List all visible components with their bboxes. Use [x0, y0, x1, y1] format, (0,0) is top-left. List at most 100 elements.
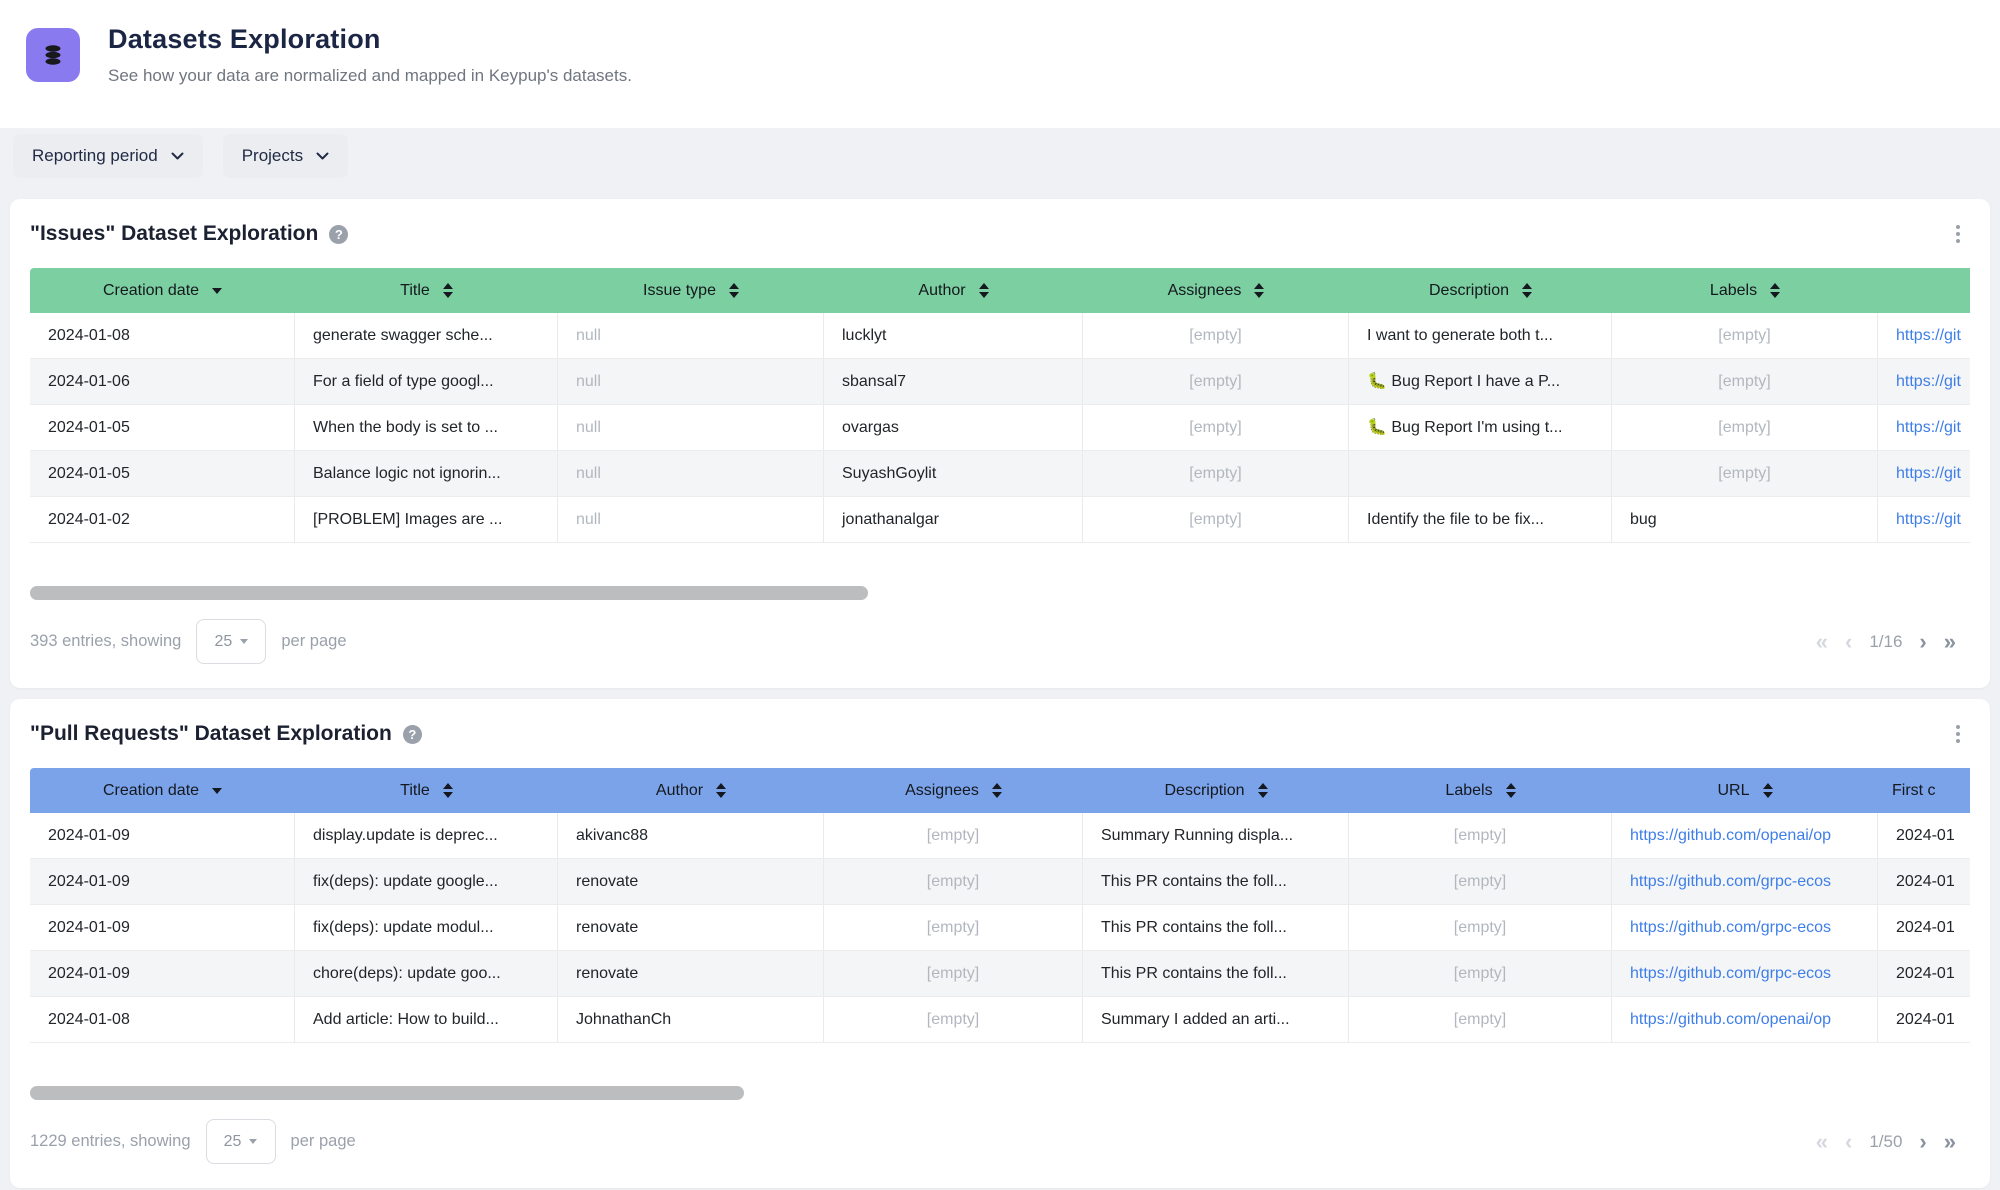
sort-icon: [442, 783, 453, 798]
cell-assignees: [empty]: [824, 859, 1083, 904]
cell-description: Identify the file to be fix...: [1349, 497, 1612, 542]
first-page-button[interactable]: «: [1815, 1128, 1828, 1154]
page-title: Datasets Exploration: [108, 24, 381, 54]
help-icon[interactable]: ?: [329, 224, 349, 244]
cell-first-commit: 2024-01: [1896, 827, 1955, 844]
cell-author: renovate: [558, 859, 824, 904]
sort-icon: [1770, 283, 1781, 298]
cell-title: When the body is set to ...: [295, 405, 558, 450]
last-page-button[interactable]: »: [1943, 1128, 1956, 1154]
column-header-description[interactable]: Description: [1349, 268, 1612, 313]
cell-description: 🐛 Bug Report I'm using t...: [1349, 405, 1612, 450]
column-header-first-commit[interactable]: First c: [1892, 781, 1936, 799]
cell-author: jonathanalgar: [824, 497, 1083, 542]
per-page-select[interactable]: 25: [196, 619, 267, 664]
next-page-button[interactable]: ›: [1919, 1128, 1927, 1154]
column-header-author[interactable]: Author: [824, 268, 1083, 313]
sort-icon: [978, 283, 989, 298]
cell-creation-date: 2024-01-09: [30, 813, 295, 858]
cell-labels: [empty]: [1349, 813, 1612, 858]
column-header-author[interactable]: Author: [558, 768, 824, 813]
pr-url-link[interactable]: https://github.com/grpc-ecos: [1630, 965, 1831, 982]
kebab-menu-button[interactable]: [1952, 221, 1964, 247]
cell-url: https://github.com/openai/op: [1612, 997, 1878, 1042]
column-header-description[interactable]: Description: [1083, 768, 1349, 813]
help-icon[interactable]: ?: [402, 724, 422, 744]
cell-url: https://github.com/grpc-ecos: [1612, 859, 1878, 904]
pr-url-link[interactable]: https://github.com/grpc-ecos: [1630, 919, 1831, 936]
issue-url-link[interactable]: https://git: [1896, 327, 1961, 344]
cell-title: fix(deps): update google...: [295, 859, 558, 904]
cell-url: https://git: [1878, 405, 1970, 450]
pr-url-link[interactable]: https://github.com/grpc-ecos: [1630, 873, 1831, 890]
last-page-button[interactable]: »: [1943, 628, 1956, 654]
reporting-period-filter[interactable]: Reporting period: [13, 134, 203, 178]
issue-url-link[interactable]: https://git: [1896, 465, 1961, 482]
cell-url: https://git: [1878, 451, 1970, 496]
page-indicator: 1/50: [1869, 1131, 1903, 1151]
cell-labels: [empty]: [1612, 405, 1878, 450]
table-row: 2024-01-05 When the body is set to ... n…: [30, 405, 1970, 451]
cell-labels: [empty]: [1349, 859, 1612, 904]
page-subtitle: See how your data are normalized and map…: [108, 66, 632, 85]
sort-icon: [1254, 283, 1265, 298]
pr-url-link[interactable]: https://github.com/openai/op: [1630, 827, 1832, 844]
cell-labels: [empty]: [1612, 359, 1878, 404]
table-row: 2024-01-08 generate swagger sche... null…: [30, 313, 1970, 359]
issues-card-title: "Issues" Dataset Exploration: [30, 222, 319, 245]
per-page-label: per page: [290, 1132, 356, 1150]
pull-requests-table-header: Creation date Title Author Assignees Des…: [30, 768, 1970, 813]
column-header-assignees[interactable]: Assignees: [1083, 268, 1349, 313]
column-header-title[interactable]: Title: [295, 768, 558, 813]
pr-url-link[interactable]: https://github.com/openai/op: [1630, 1011, 1832, 1028]
cell-creation-date: 2024-01-05: [30, 451, 295, 496]
column-header-labels[interactable]: Labels: [1612, 268, 1878, 313]
issue-url-link[interactable]: https://git: [1896, 419, 1961, 436]
sort-icon: [716, 783, 727, 798]
column-header-creation-date[interactable]: Creation date: [30, 268, 295, 313]
column-header-labels[interactable]: Labels: [1349, 768, 1612, 813]
kebab-menu-button[interactable]: [1952, 721, 1964, 747]
cell-issue-type: null: [558, 405, 824, 450]
horizontal-scrollbar[interactable]: [30, 1086, 744, 1100]
caret-down-icon: [249, 1139, 258, 1144]
sort-desc-icon: [212, 287, 223, 294]
cell-creation-date: 2024-01-09: [30, 951, 295, 996]
pull-requests-table: Creation date Title Author Assignees Des…: [30, 768, 1970, 1043]
reporting-period-label: Reporting period: [32, 146, 158, 165]
projects-filter[interactable]: Projects: [222, 134, 349, 178]
column-header-issue-type[interactable]: Issue type: [558, 268, 824, 313]
cell-description: 🐛 Bug Report I have a P...: [1349, 359, 1612, 404]
prev-page-button[interactable]: ‹: [1845, 1128, 1853, 1154]
issues-table-header: Creation date Title Issue type Author As…: [30, 268, 1970, 313]
database-icon: [26, 28, 80, 82]
table-row: 2024-01-09 fix(deps): update modul... re…: [30, 905, 1970, 951]
first-page-button[interactable]: «: [1815, 628, 1828, 654]
per-page-label: per page: [281, 632, 347, 650]
column-header-creation-date[interactable]: Creation date: [30, 768, 295, 813]
column-header-assignees[interactable]: Assignees: [824, 768, 1083, 813]
column-header-url[interactable]: URL: [1612, 768, 1878, 813]
cell-labels: [empty]: [1349, 905, 1612, 950]
next-page-button[interactable]: ›: [1919, 628, 1927, 654]
horizontal-scrollbar[interactable]: [30, 586, 868, 600]
cell-author: renovate: [558, 951, 824, 996]
prev-page-button[interactable]: ‹: [1845, 628, 1853, 654]
column-header-url[interactable]: [1878, 268, 1970, 313]
page-indicator: 1/16: [1869, 631, 1903, 651]
issues-dataset-card: "Issues" Dataset Exploration ? Creation …: [10, 199, 1990, 688]
cell-author: akivanc88: [558, 813, 824, 858]
cell-assignees: [empty]: [824, 905, 1083, 950]
cell-description: [1349, 451, 1612, 496]
cell-creation-date: 2024-01-06: [30, 359, 295, 404]
cell-description: This PR contains the foll...: [1083, 859, 1349, 904]
issue-url-link[interactable]: https://git: [1896, 373, 1961, 390]
column-header-title[interactable]: Title: [295, 268, 558, 313]
cell-description: Summary Running displa...: [1083, 813, 1349, 858]
cell-author: ovargas: [824, 405, 1083, 450]
cell-title: fix(deps): update modul...: [295, 905, 558, 950]
cell-url: https://github.com/grpc-ecos: [1612, 905, 1878, 950]
issue-url-link[interactable]: https://git: [1896, 511, 1961, 528]
per-page-select[interactable]: 25: [205, 1119, 276, 1164]
cell-title: Balance logic not ignorin...: [295, 451, 558, 496]
